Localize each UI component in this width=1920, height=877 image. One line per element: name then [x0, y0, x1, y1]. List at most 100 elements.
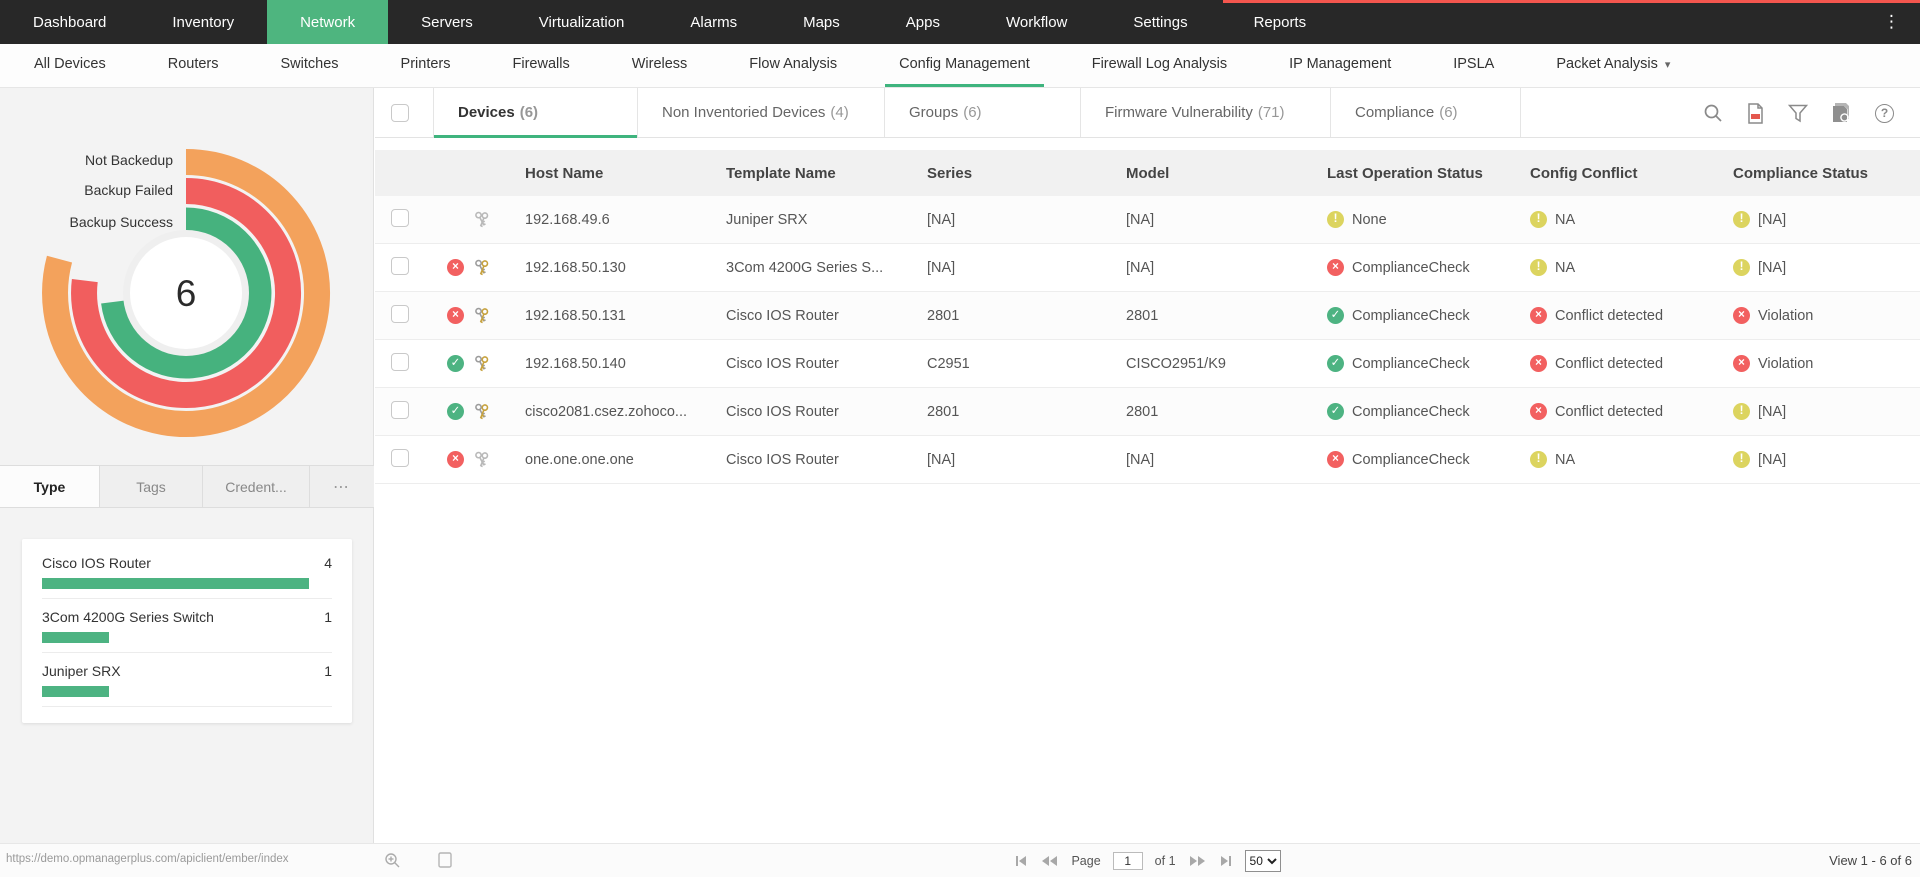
host-name-cell[interactable]: cisco2081.csez.zohoco...	[525, 403, 688, 420]
topnav-item-servers[interactable]: Servers	[421, 13, 473, 31]
filter-icon[interactable]	[1788, 104, 1808, 123]
more-vertical-icon[interactable]: ⋮	[1883, 12, 1900, 31]
config-conflict-cell: × Conflict detected	[1530, 355, 1733, 372]
device-type-item-3com-4200g-series-switch[interactable]: 3Com 4200G Series Switch 1	[42, 599, 332, 653]
zoom-in-icon[interactable]	[384, 852, 401, 874]
template-name-cell: Cisco IOS Router	[726, 451, 839, 468]
col-series[interactable]: Series	[927, 164, 973, 182]
subnav-item-ipsla[interactable]: IPSLA	[1453, 56, 1495, 72]
subnav-item-wireless[interactable]: Wireless	[631, 56, 688, 72]
template-name-cell: Cisco IOS Router	[726, 355, 839, 372]
topnav-item-apps[interactable]: Apps	[905, 13, 940, 31]
topnav-item-workflow[interactable]: Workflow	[1005, 13, 1068, 31]
row-checkbox[interactable]	[391, 208, 409, 227]
host-name-cell[interactable]: 192.168.49.6	[525, 211, 610, 228]
row-checkbox[interactable]	[391, 448, 409, 467]
page-label: Page	[1071, 854, 1101, 868]
credentials-key-icon	[471, 211, 492, 229]
sidebar: 6 Not Backedup Backup Failed Backup Succes…	[0, 88, 374, 843]
sidebar-tab-type[interactable]: Type	[0, 466, 100, 507]
col-config-conflict[interactable]: Config Conflict	[1530, 164, 1638, 182]
subnav-item-ip-management[interactable]: IP Management	[1289, 56, 1392, 72]
pdf-export-icon[interactable]	[1746, 102, 1765, 124]
row-checkbox[interactable]	[391, 304, 409, 323]
help-icon[interactable]: ?	[1875, 103, 1894, 123]
topnav-item-settings[interactable]: Settings	[1133, 13, 1188, 31]
topnav-item-dashboard[interactable]: Dashboard	[33, 13, 107, 31]
search-icon[interactable]	[1703, 103, 1723, 123]
row-checkbox[interactable]	[391, 256, 409, 275]
device-type-label: Cisco IOS Router	[42, 555, 151, 571]
next-page-button[interactable]	[1188, 854, 1207, 868]
backup-ring-backup-success[interactable]	[101, 207, 272, 379]
host-name-cell[interactable]: 192.168.50.140	[525, 355, 626, 372]
subnav-item-firewalls[interactable]: Firewalls	[512, 56, 570, 72]
template-name-cell: 3Com 4200G Series S...	[726, 259, 884, 276]
config-search-icon[interactable]	[1831, 102, 1852, 124]
sidebar-tab-tags[interactable]: Tags	[100, 466, 203, 507]
tab-groups[interactable]: Groups (6)	[885, 88, 1081, 137]
main-content: Devices (6) Non Inventoried Devices (4) Grou…	[375, 88, 1920, 843]
backup-ring-backup-failed[interactable]	[71, 178, 302, 408]
compliance-status-cell: × Violation	[1733, 307, 1920, 324]
col-host-name[interactable]: Host Name	[525, 164, 604, 182]
first-page-button[interactable]	[1014, 854, 1028, 868]
col-model[interactable]: Model	[1126, 164, 1170, 182]
host-name-cell[interactable]: 192.168.50.131	[525, 307, 626, 324]
subnav-item-packet-analysis[interactable]: Packet Analysis ▾	[1556, 56, 1671, 72]
subnav-item-all-devices[interactable]: All Devices	[34, 56, 106, 72]
tab-compliance[interactable]: Compliance (6)	[1331, 88, 1521, 137]
subnav-item-switches[interactable]: Switches	[280, 56, 339, 72]
top-nav: Dashboard Inventory Network Servers Virtuali…	[0, 0, 1920, 44]
content-tabs: Devices (6) Non Inventoried Devices (4) Grou…	[433, 88, 1521, 138]
device-type-item-cisco-ios-router[interactable]: Cisco IOS Router 4	[42, 545, 332, 599]
table-row: ✓ cisco2081.csez.zohoco... Cisco IOS Rou…	[375, 388, 1920, 436]
topnav-item-alarms[interactable]: Alarms	[690, 13, 738, 31]
ring-label-backup-success: Backup Success	[69, 214, 174, 230]
model-cell: 2801	[1126, 403, 1159, 420]
topnav-item-maps[interactable]: Maps	[803, 13, 840, 31]
device-type-item-juniper-srx[interactable]: Juniper SRX 1	[42, 653, 332, 707]
model-cell: [NA]	[1126, 259, 1155, 276]
page-input[interactable]	[1112, 852, 1143, 870]
row-checkbox[interactable]	[391, 352, 409, 371]
select-all-checkbox[interactable]	[391, 103, 409, 122]
tab-firmware-vulnerability[interactable]: Firmware Vulnerability (71)	[1081, 88, 1331, 137]
status-icon: ×	[1530, 307, 1547, 324]
status-icon: !	[1733, 403, 1750, 420]
subnav-item-config-management[interactable]: Config Management	[885, 44, 1044, 87]
backup-ring-not-backedup[interactable]	[42, 149, 331, 437]
subnav-item-flow-analysis[interactable]: Flow Analysis	[749, 56, 838, 72]
topnav-item-network[interactable]: Network	[267, 0, 389, 44]
model-cell: CISCO2951/K9	[1126, 355, 1226, 372]
host-name-cell[interactable]: one.one.one.one	[525, 451, 634, 468]
col-compliance-status[interactable]: Compliance Status	[1733, 164, 1869, 182]
topnav-item-reports[interactable]: Reports	[1253, 13, 1307, 31]
page-size-select[interactable]: 50	[1244, 850, 1281, 872]
tab-devices[interactable]: Devices (6)	[433, 88, 638, 138]
series-cell: [NA]	[927, 259, 956, 276]
subnav-item-printers[interactable]: Printers	[400, 56, 451, 72]
device-type-chart-card: Cisco IOS Router 4 3Com 4200G Series Swi…	[22, 539, 352, 723]
host-name-cell[interactable]: 192.168.50.130	[525, 259, 626, 276]
row-checkbox[interactable]	[391, 400, 409, 419]
status-icon: !	[1733, 211, 1750, 228]
status-icon: ✓	[1327, 403, 1344, 420]
backup-status-chart[interactable]: 6 Not Backedup Backup Failed Backup Succes…	[0, 100, 374, 512]
widget-icon[interactable]	[438, 852, 452, 873]
config-conflict-cell: ! NA	[1530, 259, 1733, 276]
status-icon: !	[1530, 259, 1547, 276]
sidebar-tab-credent[interactable]: Credent...	[203, 466, 310, 507]
last-page-button[interactable]	[1219, 854, 1233, 868]
status-icon: ×	[1327, 451, 1344, 468]
sidebar-tab-more[interactable]: ⋯	[333, 478, 351, 496]
prev-page-button[interactable]	[1040, 854, 1059, 868]
subnav-item-firewall-log-analysis[interactable]: Firewall Log Analysis	[1091, 56, 1228, 72]
col-last-operation-status[interactable]: Last Operation Status	[1327, 164, 1483, 182]
topnav-item-inventory[interactable]: Inventory	[172, 13, 235, 31]
tab-non-inventoried-devices[interactable]: Non Inventoried Devices (4)	[638, 88, 885, 137]
topnav-item-virtualization[interactable]: Virtualization	[538, 13, 625, 31]
subnav-item-routers[interactable]: Routers	[167, 56, 219, 72]
device-type-label: Juniper SRX	[42, 663, 121, 679]
col-template-name[interactable]: Template Name	[726, 164, 836, 182]
